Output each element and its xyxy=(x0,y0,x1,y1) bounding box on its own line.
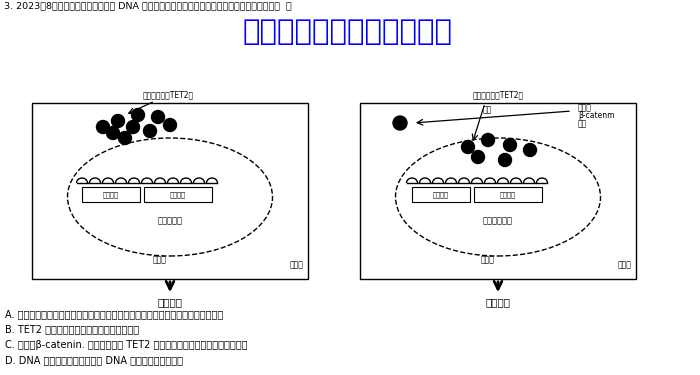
Circle shape xyxy=(97,120,109,134)
Text: A. 多个原癌和抑癌基因突变导致细胞周期变短、细胞表面糖蛋白变少、酶活性下降: A. 多个原癌和抑癌基因突变导致细胞周期变短、细胞表面糖蛋白变少、酶活性下降 xyxy=(5,309,223,319)
Circle shape xyxy=(482,134,494,147)
Text: 3. 2023年8月我国科研人员发现肠癌 DNA 甲基化调控的新机制，如图所示，下列叙述正确的是（  ）: 3. 2023年8月我国科研人员发现肠癌 DNA 甲基化调控的新机制，如图所示，… xyxy=(4,1,292,10)
Circle shape xyxy=(524,144,536,156)
Bar xyxy=(144,187,212,202)
Circle shape xyxy=(472,150,484,164)
Text: 蛋白: 蛋白 xyxy=(578,119,587,128)
Text: 细胞核: 细胞核 xyxy=(481,255,495,264)
Text: 肿瘼消退: 肿瘼消退 xyxy=(486,297,510,307)
Bar xyxy=(82,187,140,202)
Circle shape xyxy=(151,111,164,123)
Text: D. DNA 分子的甲基化直接影响 DNA 复制时的碱基互补对: D. DNA 分子的甲基化直接影响 DNA 复制时的碱基互补对 xyxy=(5,356,183,366)
Text: 激活的: 激活的 xyxy=(578,103,592,112)
Circle shape xyxy=(144,124,157,138)
Text: 抑癌基因: 抑癌基因 xyxy=(500,191,516,198)
Text: 抑癌基因: 抑癌基因 xyxy=(170,191,186,198)
Text: 高度甲基化: 高度甲基化 xyxy=(158,216,183,225)
Text: 上游序列: 上游序列 xyxy=(103,191,119,198)
Circle shape xyxy=(164,118,176,132)
Text: 微信公众号关注：趣找答案: 微信公众号关注：趣找答案 xyxy=(243,18,453,46)
Text: 促进: 促进 xyxy=(482,105,491,114)
Text: C. 激活的β-catenin. 蛋白能够促进 TET2 进入细胞核并催化抑癌基因去甲基化: C. 激活的β-catenin. 蛋白能够促进 TET2 进入细胞核并催化抑癌基… xyxy=(5,340,248,350)
Ellipse shape xyxy=(395,138,601,256)
Bar xyxy=(412,187,470,202)
Text: 上游序列: 上游序列 xyxy=(433,191,449,198)
Circle shape xyxy=(118,132,132,144)
Bar xyxy=(32,103,308,279)
Bar xyxy=(360,103,636,279)
Text: β-catenm: β-catenm xyxy=(578,111,615,120)
Circle shape xyxy=(393,116,407,130)
Circle shape xyxy=(461,141,475,153)
Circle shape xyxy=(132,108,144,122)
Text: 细胞核: 细胞核 xyxy=(153,255,167,264)
Text: 生甲基化酶（TET2）: 生甲基化酶（TET2） xyxy=(142,90,194,99)
Text: B. TET2 从细胞质进入细胞核不需要消耗能量: B. TET2 从细胞质进入细胞核不需要消耗能量 xyxy=(5,324,139,334)
Ellipse shape xyxy=(67,138,272,256)
Circle shape xyxy=(127,120,139,134)
Bar xyxy=(474,187,542,202)
Circle shape xyxy=(106,126,120,140)
Circle shape xyxy=(111,114,125,128)
Text: 甲基化水平低: 甲基化水平低 xyxy=(483,216,513,225)
Circle shape xyxy=(498,153,512,166)
Text: 细胞质: 细胞质 xyxy=(617,260,631,269)
Text: 肿瘼恶化: 肿瘼恶化 xyxy=(158,297,183,307)
Text: 去甲基化酶（TET2）: 去甲基化酶（TET2） xyxy=(473,90,524,99)
Text: 细胞质: 细胞质 xyxy=(289,260,303,269)
Circle shape xyxy=(503,138,517,152)
